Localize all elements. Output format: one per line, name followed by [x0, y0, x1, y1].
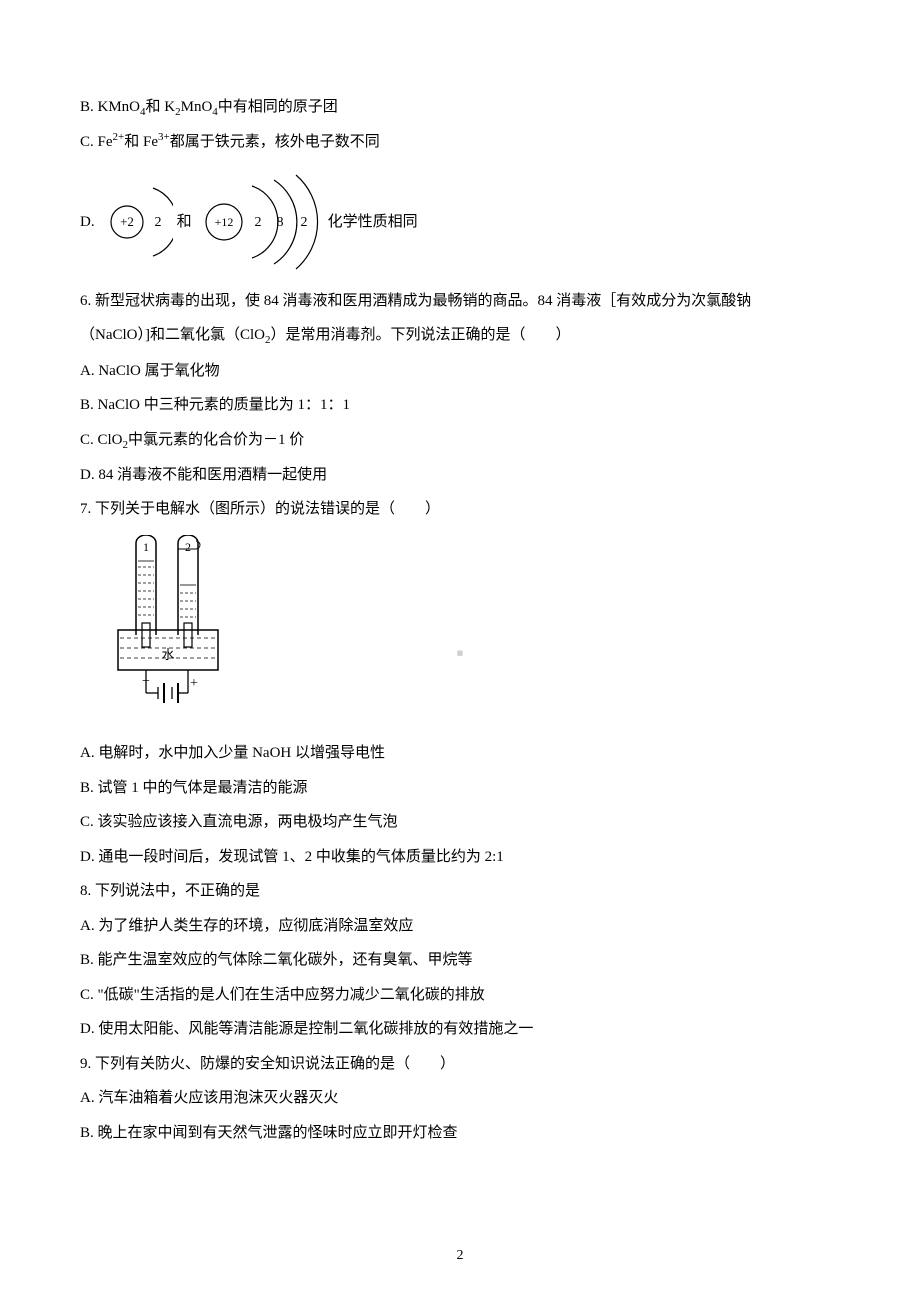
- plus-label: +: [190, 676, 198, 691]
- nucleus-charge: +2: [120, 214, 134, 229]
- q7-stem: 7. 下列关于电解水（图所示）的说法错误的是（ ）: [80, 492, 840, 527]
- q9-optB: B. 晚上在家中闻到有天然气泄露的怪味时应立即开灯检查: [80, 1116, 840, 1151]
- text: 和: [177, 205, 192, 240]
- q7-optB: B. 试管 1 中的气体是最清洁的能源: [80, 771, 840, 806]
- tube-label-2: 2: [185, 540, 191, 554]
- text: 都属于铁元素，核外电子数不同: [170, 134, 380, 150]
- text: C. Fe: [80, 134, 113, 150]
- q8-optC: C. "低碳"生活指的是人们在生活中应努力减少二氧化碳的排放: [80, 978, 840, 1013]
- atom-diagram-1: +2 2: [103, 179, 173, 265]
- q7-optA: A. 电解时，水中加入少量 NaOH 以增强导电性: [80, 736, 840, 771]
- q5-optC: C. Fe2+和 Fe3+都属于铁元素，核外电子数不同: [80, 125, 840, 160]
- q9-optA: A. 汽车油箱着火应该用泡沫灭火器灭火: [80, 1081, 840, 1116]
- sup: 3+: [158, 131, 170, 143]
- q7-optC: C. 该实验应该接入直流电源，两电极均产生气泡: [80, 805, 840, 840]
- q5-optD: D. +2 2 和 +12 2 8 2 化学性质相同: [80, 172, 840, 272]
- text: ）是常用消毒剂。下列说法正确的是（ ）: [271, 327, 571, 343]
- nucleus-charge: +12: [214, 215, 233, 229]
- q6-optB: B. NaClO 中三种元素的质量比为 1：1：1: [80, 388, 840, 423]
- text: C. ClO: [80, 432, 123, 448]
- sup: 2+: [113, 131, 125, 143]
- q6-optC: C. ClO2中氯元素的化合价为－1 价: [80, 423, 840, 458]
- q8-optD: D. 使用太阳能、风能等清洁能源是控制二氧化碳排放的有效措施之一: [80, 1012, 840, 1047]
- text: 中有相同的原子团: [218, 99, 338, 115]
- shell-electrons: 2: [154, 215, 161, 230]
- atom-diagram-2: +12 2 8 2: [196, 172, 328, 272]
- q8-optB: B. 能产生温室效应的气体除二氧化碳外，还有臭氧、甲烷等: [80, 943, 840, 978]
- text: 化学性质相同: [328, 205, 418, 240]
- page-number: 2: [0, 1240, 920, 1272]
- shell-electrons: 2: [254, 215, 261, 230]
- tube-label-1: 1: [143, 540, 149, 554]
- exam-page: B. KMnO4和 K2MnO4中有相同的原子团 C. Fe2+和 Fe3+都属…: [0, 0, 920, 1302]
- q9-stem: 9. 下列有关防火、防爆的安全知识说法正确的是（ ）: [80, 1047, 840, 1082]
- water-label: 水: [161, 647, 174, 662]
- q6-optD: D. 84 消毒液不能和医用酒精一起使用: [80, 458, 840, 493]
- shell-electrons: 8: [276, 215, 283, 230]
- text: B. KMnO: [80, 99, 140, 115]
- option-label: D.: [80, 205, 95, 240]
- text: MnO: [181, 99, 213, 115]
- minus-label: −: [142, 674, 150, 689]
- shell-electrons: 2: [300, 215, 307, 230]
- q6-stem-line2: （NaClO）]和二氧化氯（ClO2）是常用消毒剂。下列说法正确的是（ ）: [80, 318, 840, 353]
- q6-stem-line1: 6. 新型冠状病毒的出现，使 84 消毒液和医用酒精成为最畅销的商品。84 消毒…: [80, 284, 840, 319]
- q5-optB: B. KMnO4和 K2MnO4中有相同的原子团: [80, 90, 840, 125]
- text: 中氯元素的化合价为－1 价: [128, 432, 304, 448]
- text: 和 K: [146, 99, 176, 115]
- watermark-icon: ■: [457, 641, 464, 666]
- q8-stem: 8. 下列说法中，不正确的是: [80, 874, 840, 909]
- electrolysis-diagram: 1 2: [100, 535, 840, 729]
- q6-optA: A. NaClO 属于氧化物: [80, 354, 840, 389]
- q7-optD: D. 通电一段时间后，发现试管 1、2 中收集的气体质量比约为 2:1: [80, 840, 840, 875]
- q8-optA: A. 为了维护人类生存的环境，应彻底消除温室效应: [80, 909, 840, 944]
- text: 和 Fe: [124, 134, 158, 150]
- text: （NaClO）]和二氧化氯（ClO: [80, 327, 265, 343]
